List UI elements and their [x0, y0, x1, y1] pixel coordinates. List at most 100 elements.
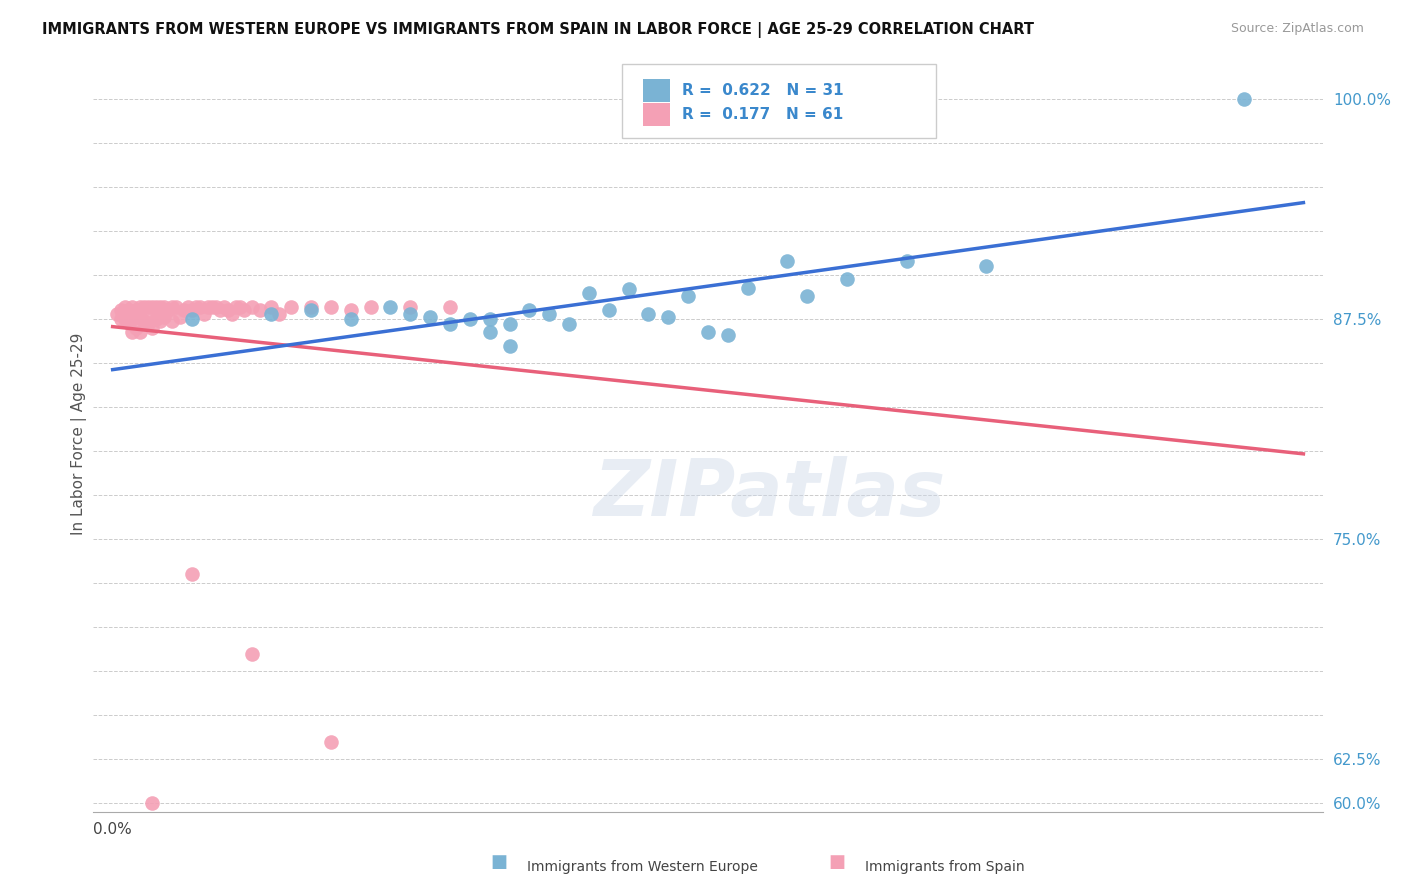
Point: [212, 300, 235, 314]
Point: [153, 310, 176, 325]
Point: [157, 303, 180, 318]
Point: [225, 300, 247, 314]
Point: [153, 300, 176, 314]
Point: [134, 300, 156, 314]
Text: IMMIGRANTS FROM WESTERN EUROPE VS IMMIGRANTS FROM SPAIN IN LABOR FORCE | AGE 25-: IMMIGRANTS FROM WESTERN EUROPE VS IMMIGR…: [42, 22, 1035, 38]
Point: [896, 254, 918, 268]
Point: [260, 300, 283, 314]
Point: [319, 735, 342, 749]
Point: [776, 254, 799, 268]
Y-axis label: In Labor Force | Age 25-29: In Labor Force | Age 25-29: [72, 333, 87, 535]
FancyBboxPatch shape: [643, 103, 669, 126]
Point: [478, 312, 501, 326]
Point: [138, 318, 160, 332]
Point: [117, 303, 139, 318]
Point: [280, 300, 302, 314]
Point: [208, 303, 231, 318]
Text: Immigrants from Spain: Immigrants from Spain: [865, 860, 1025, 874]
Point: [141, 300, 163, 314]
Point: [399, 300, 422, 314]
Point: [110, 303, 132, 318]
Point: [796, 289, 818, 303]
Point: [165, 300, 187, 314]
Point: [269, 307, 291, 321]
Point: [181, 567, 204, 582]
Point: [169, 310, 191, 325]
Text: Immigrants from Western Europe: Immigrants from Western Europe: [527, 860, 758, 874]
Point: [519, 303, 541, 318]
Point: [1233, 92, 1256, 106]
Point: [125, 303, 148, 318]
Point: [598, 303, 620, 318]
Point: [110, 312, 132, 326]
Point: [160, 300, 183, 314]
Text: R =  0.622   N = 31: R = 0.622 N = 31: [682, 83, 844, 98]
Point: [657, 310, 679, 325]
Point: [835, 271, 858, 285]
Point: [125, 321, 148, 335]
Point: [145, 300, 167, 314]
Text: ■: ■: [491, 853, 508, 871]
Point: [399, 307, 422, 321]
Point: [134, 314, 156, 328]
Point: [340, 303, 363, 318]
Point: [125, 310, 148, 325]
Point: [141, 307, 163, 321]
Point: [177, 300, 200, 314]
Point: [697, 325, 720, 339]
Point: [419, 310, 441, 325]
Point: [117, 316, 139, 330]
Point: [717, 328, 740, 343]
Point: [439, 318, 461, 332]
Point: [232, 303, 254, 318]
Point: [193, 307, 215, 321]
Point: [240, 300, 263, 314]
Point: [439, 300, 461, 314]
Point: [201, 300, 224, 314]
Point: [340, 312, 363, 326]
Point: [240, 647, 263, 661]
Point: [217, 303, 239, 318]
Point: [498, 338, 520, 352]
Text: Source: ZipAtlas.com: Source: ZipAtlas.com: [1230, 22, 1364, 36]
Text: R =  0.177   N = 61: R = 0.177 N = 61: [682, 107, 844, 121]
Point: [121, 325, 143, 339]
Point: [249, 303, 271, 318]
Point: [149, 300, 172, 314]
Point: [478, 325, 501, 339]
Point: [299, 303, 322, 318]
Point: [129, 325, 152, 339]
Point: [637, 307, 659, 321]
Point: [145, 312, 167, 326]
Text: ZIPatlas: ZIPatlas: [593, 456, 946, 533]
Point: [299, 300, 322, 314]
Point: [160, 314, 183, 328]
FancyBboxPatch shape: [621, 64, 935, 138]
Point: [617, 282, 640, 296]
Point: [184, 300, 207, 314]
Point: [188, 300, 211, 314]
Point: [121, 300, 143, 314]
Point: [114, 312, 136, 326]
FancyBboxPatch shape: [643, 79, 669, 102]
Point: [173, 303, 195, 318]
Point: [149, 314, 172, 328]
Point: [114, 300, 136, 314]
Point: [360, 300, 382, 314]
Point: [138, 300, 160, 314]
Point: [141, 797, 163, 811]
Point: [228, 300, 250, 314]
Point: [319, 300, 342, 314]
Point: [558, 318, 581, 332]
Point: [129, 310, 152, 325]
Point: [260, 307, 283, 321]
Text: ■: ■: [828, 853, 845, 871]
Point: [181, 312, 204, 326]
Point: [121, 312, 143, 326]
Point: [538, 307, 561, 321]
Point: [129, 300, 152, 314]
Point: [197, 300, 219, 314]
Point: [380, 300, 402, 314]
Point: [141, 321, 163, 335]
Point: [458, 312, 481, 326]
